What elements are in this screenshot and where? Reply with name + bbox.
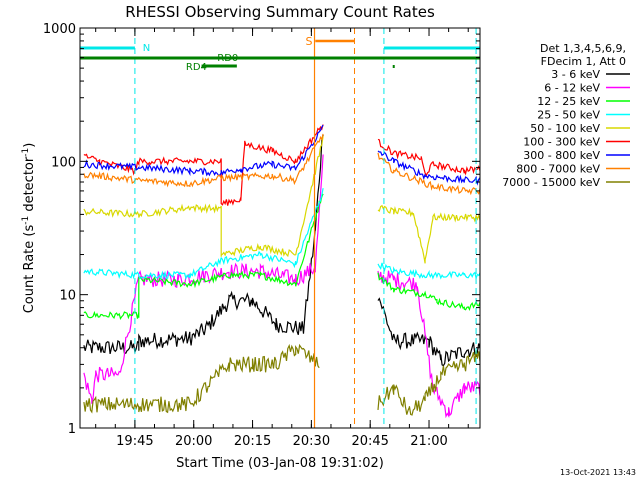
x-tick-label: 20:00 xyxy=(175,434,212,449)
night-label: N xyxy=(143,43,150,54)
series-25-50-keV-line-b xyxy=(377,262,480,281)
series-6-12-keV-line-b xyxy=(377,270,480,419)
legend-entry-label: 6 - 12 keV xyxy=(544,82,600,95)
x-tick-label: 20:30 xyxy=(293,434,330,449)
rd-point xyxy=(392,65,395,68)
plot-frame xyxy=(79,27,481,429)
legend-entry-label: 50 - 100 keV xyxy=(530,122,600,135)
series-800-7000-keV-line-a xyxy=(83,133,324,188)
series-300-800-keV-line-b xyxy=(377,150,480,186)
legend-header-2: FDecim 1, Att 0 xyxy=(541,55,626,68)
axis-layer: 1 10 100 1000 19:45 20:00 20:15 20:30 20:45 21:00 xyxy=(43,22,480,449)
legend-entry-label: 800 - 7000 keV xyxy=(516,163,600,176)
x-tick-label: 20:15 xyxy=(234,434,271,449)
legend: Det 1,3,4,5,6,9,FDecim 1, Att 03 - 6 keV… xyxy=(502,42,630,189)
chart-title: RHESSI Observing Summary Count Rates xyxy=(125,3,435,21)
legend-entry-label: 100 - 300 keV xyxy=(523,136,600,149)
legend-entry-label: 300 - 800 keV xyxy=(523,149,600,162)
y-axis-label: Count Rate (s-1 detector-1) xyxy=(21,143,37,314)
legend-entry-label: 3 - 6 keV xyxy=(551,68,600,81)
rd0-label: RD0 xyxy=(217,53,238,64)
y-tick-label: 10 xyxy=(59,289,76,304)
series-3-6-keV-line-a xyxy=(83,134,324,355)
series-25-50-keV-line-a xyxy=(83,188,324,281)
rd4-label: RD4 xyxy=(186,62,207,73)
series-100-300-keV-line-b xyxy=(377,138,480,177)
y-tick-label: 1 xyxy=(68,422,76,437)
y-tick-label: 1000 xyxy=(43,22,76,37)
data-layer xyxy=(83,124,480,419)
series-300-800-keV-line-a xyxy=(83,124,324,177)
legend-entry-label: 7000 - 15000 keV xyxy=(502,176,600,189)
series-800-7000-keV-line-b xyxy=(377,152,480,196)
saa-label: S xyxy=(305,35,312,48)
legend-header-1: Det 1,3,4,5,6,9, xyxy=(540,42,626,55)
x-tick-label: 20:45 xyxy=(351,434,388,449)
series-7000-15000-keV-line-a xyxy=(83,343,320,414)
series-50-100-keV-line-b xyxy=(377,204,480,264)
series-50-100-keV-line-a xyxy=(83,135,324,258)
series-7000-15000-keV-line-b xyxy=(377,350,480,416)
overlay-layer: N S RD0 RD4 xyxy=(80,28,480,428)
series-12-25-keV-line-b xyxy=(377,272,480,311)
series-3-6-keV-line-b xyxy=(377,297,480,367)
series-12-25-keV-line-a xyxy=(83,193,324,321)
x-tick-label: 19:45 xyxy=(116,434,153,449)
series-100-300-keV-line-a xyxy=(83,124,324,206)
legend-entry-label: 12 - 25 keV xyxy=(537,95,600,108)
legend-entry-label: 25 - 50 keV xyxy=(537,109,600,122)
timestamp: 13-Oct-2021 13:43 xyxy=(560,468,636,477)
x-tick-label: 21:00 xyxy=(410,434,447,449)
y-tick-label: 100 xyxy=(51,155,76,170)
x-axis-label: Start Time (03-Jan-08 19:31:02) xyxy=(176,456,384,471)
